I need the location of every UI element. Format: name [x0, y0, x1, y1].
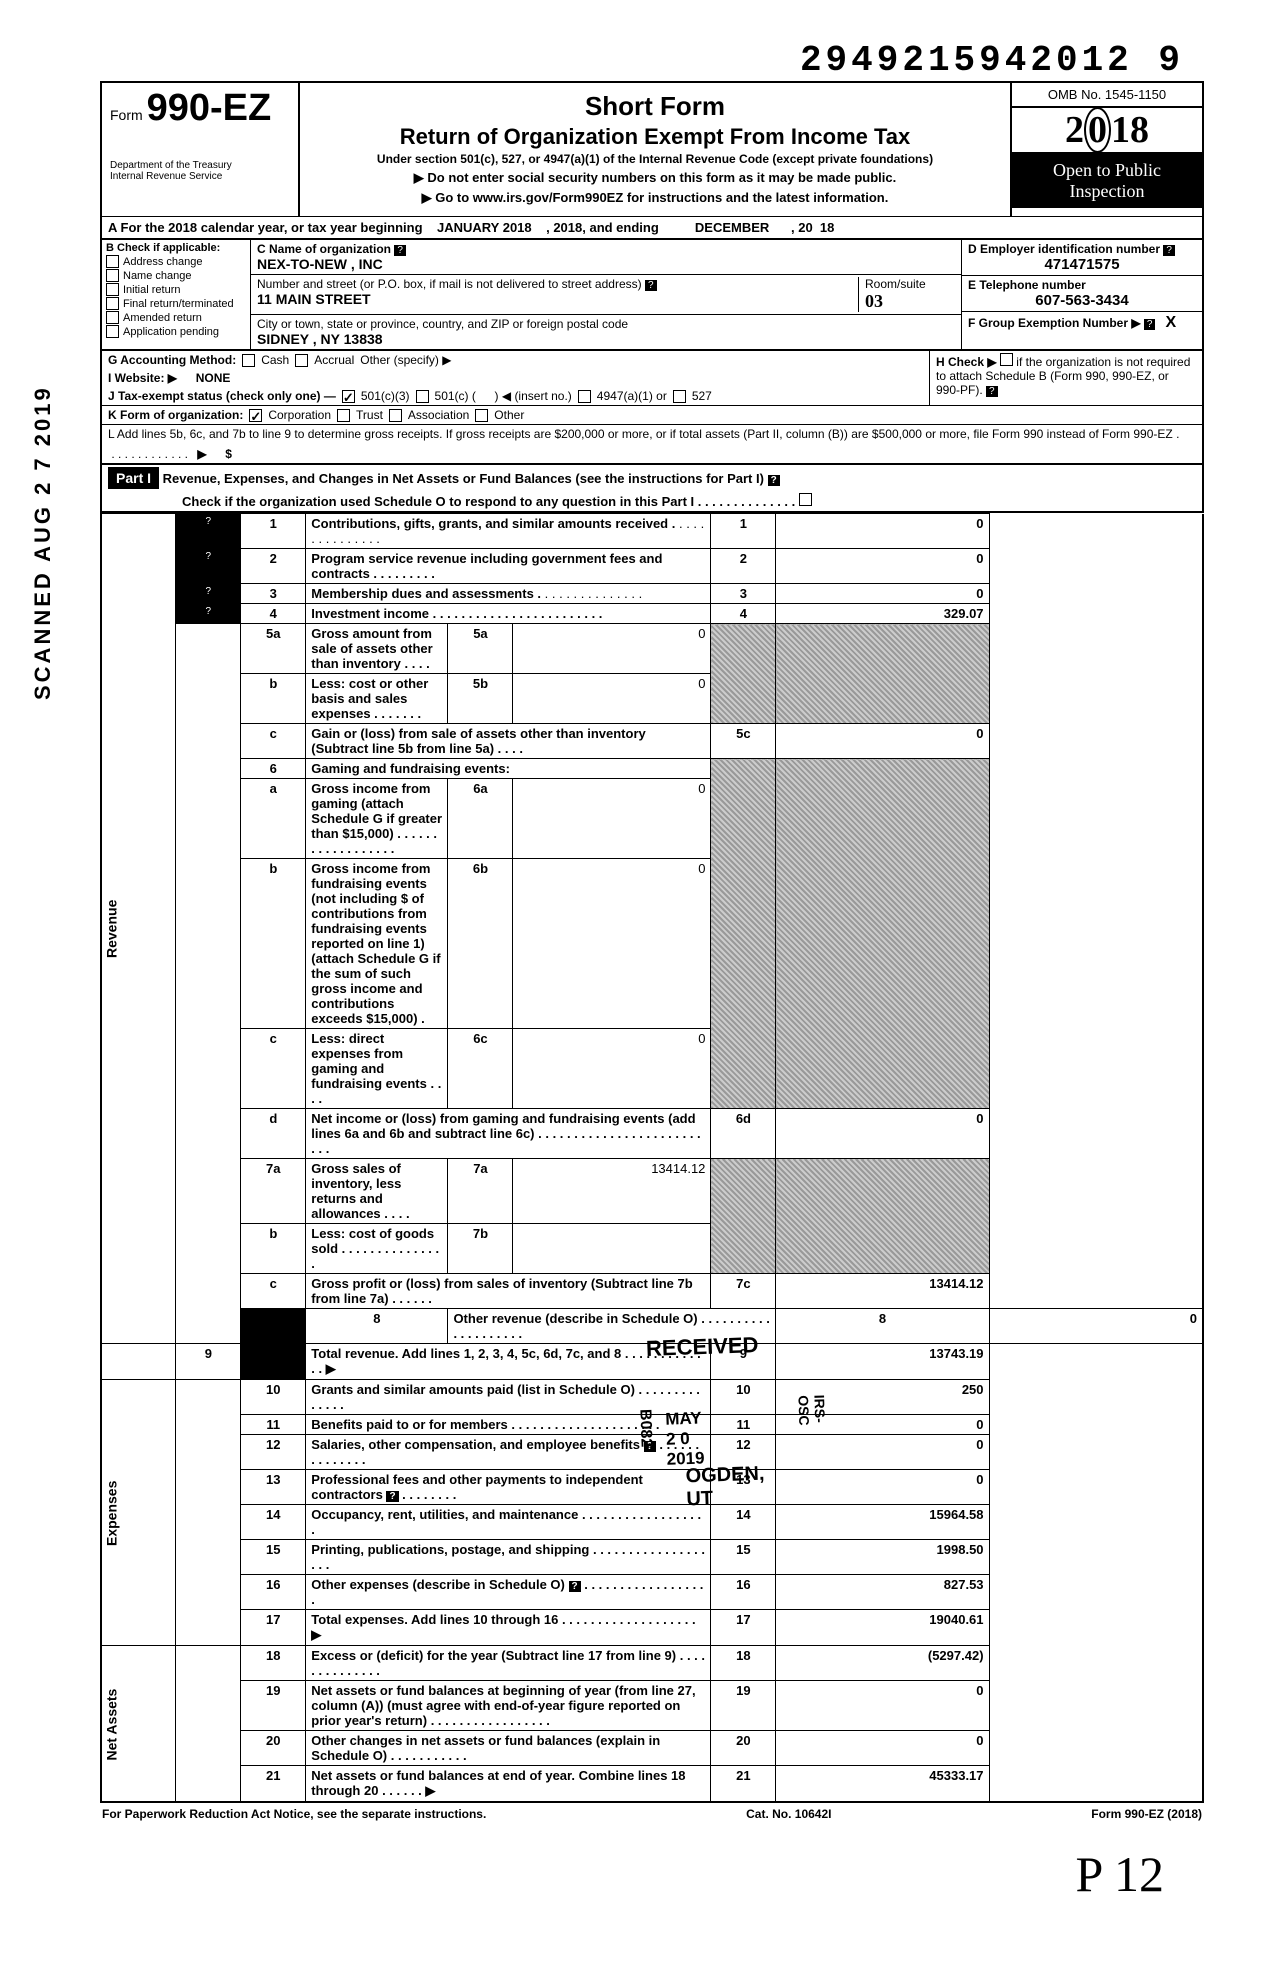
short-form-title: Short Form [306, 91, 1004, 122]
tax-year: 20120188 [1012, 108, 1202, 154]
paperwork-notice: For Paperwork Reduction Act Notice, see … [102, 1807, 486, 1821]
check-cash[interactable] [242, 354, 255, 367]
check-schedule-o[interactable] [799, 493, 812, 506]
check-501c[interactable] [416, 390, 429, 403]
d-ein-value: 471471575 [968, 256, 1196, 273]
e-phone-label: E Telephone number [968, 278, 1086, 292]
room-label: Room/suite [865, 277, 926, 291]
check-schedule-b[interactable] [1000, 353, 1013, 366]
check-other-org[interactable] [475, 409, 488, 422]
check-501c3[interactable] [342, 390, 355, 403]
page-footer: For Paperwork Reduction Act Notice, see … [100, 1803, 1204, 1825]
check-accrual[interactable] [295, 354, 308, 367]
f-group-value: X [1166, 314, 1177, 331]
check-final-return[interactable]: Final return/terminated [106, 297, 246, 310]
f-group-label: F Group Exemption Number ▶ [968, 316, 1141, 330]
check-address-change[interactable]: Address change [106, 255, 246, 268]
street-value: 11 MAIN STREET [257, 291, 371, 307]
expenses-side-label: Expenses [101, 1380, 176, 1646]
omb-number: OMB No. 1545-1150 [1012, 83, 1202, 108]
check-association[interactable] [389, 409, 402, 422]
d-ein-label: D Employer identification number [968, 242, 1160, 256]
form-header: Form 990-EZ Department of the Treasury I… [100, 81, 1204, 216]
col-b-header: B Check if applicable: [106, 242, 246, 254]
e-phone-value: 607-563-3434 [968, 292, 1196, 309]
check-name-change[interactable]: Name change [106, 269, 246, 282]
check-corporation[interactable] [249, 409, 262, 422]
check-amended-return[interactable]: Amended return [106, 311, 246, 324]
city-value: SIDNEY , NY 13838 [257, 331, 383, 347]
document-id-number: 2949215942012 9 [100, 40, 1204, 81]
form-ref: Form 990-EZ (2018) [1091, 1807, 1202, 1821]
goto-url: ▶ Go to www.irs.gov/Form990EZ for instru… [306, 190, 1004, 206]
catalog-number: Cat. No. 10642I [746, 1807, 831, 1821]
check-application-pending[interactable]: Application pending [106, 325, 246, 338]
row-a-calendar-year: A For the 2018 calendar year, or tax yea… [100, 216, 1204, 240]
form-number: Form 990-EZ [110, 87, 290, 130]
city-label: City or town, state or province, country… [257, 317, 628, 331]
room-value: 03 [865, 291, 883, 311]
check-527[interactable] [673, 390, 686, 403]
c-name-label: C Name of organization [257, 242, 391, 256]
netassets-side-label: Net Assets [101, 1646, 176, 1803]
form-lines-table: Revenue ?1 Contributions, gifts, grants,… [100, 513, 1204, 1803]
return-title: Return of Organization Exempt From Incom… [306, 124, 1004, 150]
website-value: NONE [196, 371, 231, 385]
check-trust[interactable] [337, 409, 350, 422]
ssn-warning: ▶ Do not enter social security numbers o… [306, 170, 1004, 186]
under-section-text: Under section 501(c), 527, or 4947(a)(1)… [306, 152, 1004, 166]
scanned-stamp: SCANNED AUG 2 7 2019 [30, 385, 56, 700]
page-signature: P 12 [100, 1825, 1204, 1923]
part1-header: Part I Revenue, Expenses, and Changes in… [100, 465, 1204, 513]
dept-treasury: Department of the Treasury Internal Reve… [110, 160, 290, 182]
rows-g-through-l: G Accounting Method: Cash Accrual Other … [100, 351, 1204, 465]
org-name: NEX-TO-NEW , INC [257, 256, 383, 272]
section-bcdef: B Check if applicable: Address change Na… [100, 240, 1204, 351]
revenue-side-label: Revenue [101, 514, 176, 1344]
street-label: Number and street (or P.O. box, if mail … [257, 277, 642, 291]
check-4947[interactable] [578, 390, 591, 403]
open-to-public: Open to Public Inspection [1012, 154, 1202, 208]
check-initial-return[interactable]: Initial return [106, 283, 246, 296]
